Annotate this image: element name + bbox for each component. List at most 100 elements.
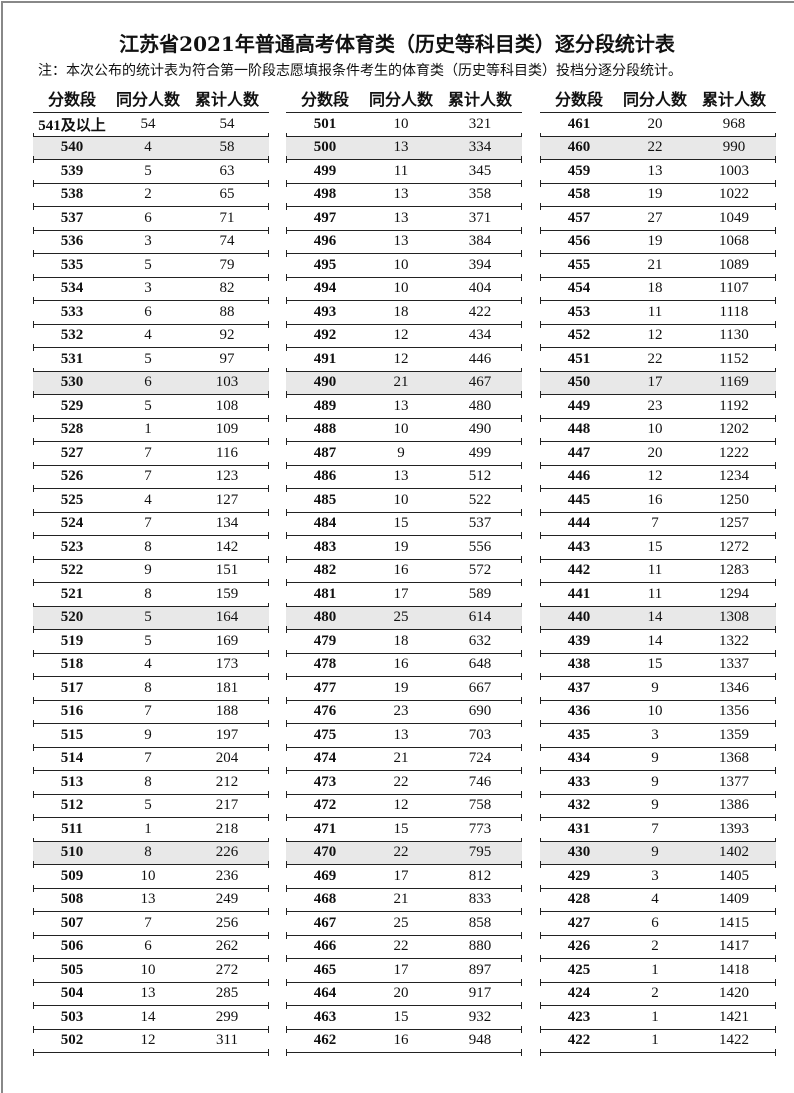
- score-cell: 433: [567, 773, 591, 790]
- table-row: 451 22 1152: [540, 348, 776, 374]
- cumulative-cell: 1346: [719, 679, 749, 696]
- table-row: 497 13 371: [286, 207, 522, 233]
- table-row: 449 23 1192: [540, 395, 776, 421]
- score-cell: 466: [313, 938, 337, 955]
- table-row: 500 13 334: [286, 136, 522, 163]
- score-cell: 511: [61, 820, 83, 837]
- page-title: 江苏省2021年普通高考体育类（历史等科目类）逐分段统计表: [119, 32, 675, 56]
- score-cell: 455: [567, 256, 591, 273]
- count-cell: 27: [647, 209, 663, 226]
- table-row: 524 7 134: [33, 513, 269, 539]
- cumulative-cell: 434: [468, 327, 492, 344]
- score-cell: 444: [567, 515, 591, 532]
- score-cell: 423: [567, 1008, 591, 1025]
- table-header: 分数段 同分人数 累计人数: [540, 84, 776, 113]
- count-cell: 20: [393, 985, 409, 1002]
- cumulative-cell: 948: [468, 1032, 492, 1049]
- cumulative-cell: 65: [219, 186, 235, 203]
- cumulative-cell: 262: [215, 938, 239, 955]
- score-cell: 428: [567, 891, 591, 908]
- cumulative-cell: 1192: [719, 397, 749, 414]
- count-cell: 18: [647, 280, 663, 297]
- table-row: 489 13 480: [286, 395, 522, 421]
- header-count-cell: 同分人数: [368, 90, 433, 109]
- table-row: 501 10 321: [286, 113, 522, 139]
- table-row: 461 20 968: [540, 113, 776, 139]
- score-cell: 463: [313, 1008, 337, 1025]
- table-row: 472 12 758: [286, 795, 522, 821]
- score-cell: 469: [313, 867, 337, 884]
- cumulative-cell: 164: [215, 609, 239, 626]
- cumulative-cell: 522: [468, 491, 492, 508]
- count-cell: 7: [144, 750, 152, 767]
- count-cell: 4: [144, 656, 152, 673]
- score-cell: 514: [60, 750, 84, 767]
- count-cell: 15: [393, 515, 409, 532]
- count-cell: 13: [393, 726, 409, 743]
- score-cell: 539: [60, 162, 84, 179]
- count-cell: 7: [144, 468, 152, 485]
- table-column-2: 分数段 同分人数 累计人数 501 10 321 500 13 334 499 11 345 498 13…: [286, 84, 522, 1056]
- table-row: 540 4 58: [33, 136, 269, 163]
- table-row: 474 21 724: [286, 748, 522, 774]
- cumulative-cell: 217: [215, 797, 239, 814]
- cumulative-cell: 480: [468, 397, 492, 414]
- table-row: 496 13 384: [286, 231, 522, 257]
- score-cell: 523: [60, 538, 84, 555]
- score-cell: 492: [313, 327, 337, 344]
- table-row: 445 16 1250: [540, 489, 776, 515]
- table-row: 458 19 1022: [540, 184, 776, 210]
- table-row: 427 6 1415: [540, 912, 776, 938]
- score-cell: 450: [567, 374, 591, 391]
- table-row: 505 10 272: [33, 959, 269, 985]
- table-row: 502 12 311: [33, 1030, 269, 1056]
- cumulative-cell: 1089: [719, 256, 749, 273]
- table-row: 483 19 556: [286, 536, 522, 562]
- table-row: 531 5 97: [33, 348, 269, 374]
- count-cell: 4: [144, 491, 152, 508]
- score-cell: 431: [567, 820, 591, 837]
- cumulative-cell: 79: [219, 256, 235, 273]
- score-cell: 535: [60, 256, 84, 273]
- score-cell: 424: [567, 985, 591, 1002]
- score-cell: 541及以上: [38, 117, 106, 134]
- table-row: 465 17 897: [286, 959, 522, 985]
- score-cell: 488: [313, 421, 337, 438]
- count-cell: 21: [393, 374, 409, 391]
- score-cell: 474: [313, 750, 337, 767]
- count-cell: 3: [144, 280, 152, 297]
- score-cell: 515: [60, 726, 84, 743]
- count-cell: 12: [393, 327, 409, 344]
- header-cumulative-cell: 累计人数: [701, 90, 766, 109]
- count-cell: 12: [647, 327, 663, 344]
- score-cell: 485: [313, 491, 337, 508]
- table-row: 495 10 394: [286, 254, 522, 280]
- table-row: 441 11 1294: [540, 583, 776, 609]
- cumulative-cell: 897: [468, 961, 492, 978]
- score-cell: 435: [567, 726, 591, 743]
- table-row: 429 3 1405: [540, 865, 776, 891]
- count-cell: 8: [144, 585, 152, 602]
- cumulative-cell: 272: [215, 961, 239, 978]
- score-cell: 499: [313, 162, 337, 179]
- count-cell: 10: [393, 280, 409, 297]
- score-cell: 538: [60, 186, 84, 203]
- count-cell: 10: [393, 491, 409, 508]
- cumulative-cell: 1421: [719, 1008, 749, 1025]
- cumulative-cell: 667: [468, 679, 492, 696]
- cumulative-cell: 108: [215, 397, 239, 414]
- table-row: 459 13 1003: [540, 160, 776, 186]
- cumulative-cell: 632: [468, 632, 492, 649]
- count-cell: 25: [393, 609, 409, 626]
- cumulative-cell: 103: [215, 374, 239, 391]
- cumulative-cell: 1202: [719, 421, 749, 438]
- count-cell: 13: [393, 233, 409, 250]
- table-column-3: 分数段 同分人数 累计人数 461 20 968 460 22 990 459 13 1003 458 1…: [540, 84, 776, 1056]
- score-cell: 516: [60, 703, 84, 720]
- count-cell: 5: [144, 256, 152, 273]
- cumulative-cell: 1294: [719, 585, 749, 602]
- cumulative-cell: 1003: [719, 162, 749, 179]
- table-row: 446 12 1234: [540, 466, 776, 492]
- table-row: 431 7 1393: [540, 818, 776, 844]
